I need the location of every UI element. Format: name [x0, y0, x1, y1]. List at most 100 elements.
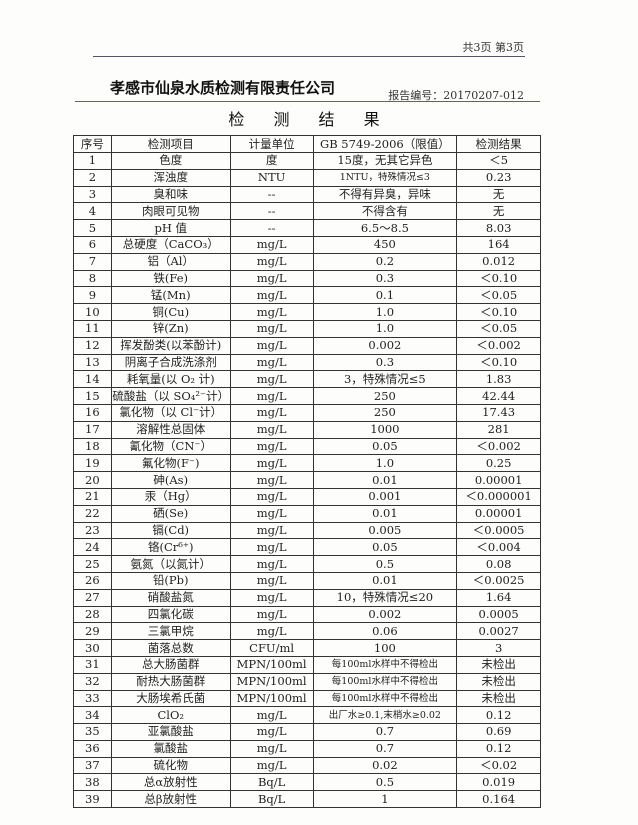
cell-limit: 不得含有 [312, 202, 458, 221]
cell-unit: NTU [229, 168, 314, 187]
cell-item: 锌(Zn) [110, 319, 231, 338]
cell-unit: mg/L [229, 571, 314, 590]
cell-limit: 1NTU，特殊情况≤3 [312, 168, 458, 187]
column-header-seq: 序号 [73, 135, 112, 153]
table-row: 15 硫酸盐（以 SO₄²⁻计） mg/L 250 42.44 [73, 387, 541, 405]
cell-unit: CFU/ml [229, 639, 314, 657]
cell-item: 阴离子合成洗涤剂 [110, 353, 231, 372]
cell-unit: mg/L [229, 471, 314, 489]
cell-item: 铬(Cr⁶⁺) [110, 538, 231, 557]
cell-seq: 12 [73, 336, 112, 355]
cell-result: 0.0027 [456, 622, 541, 641]
cell-item: 锰(Mn) [110, 286, 231, 305]
table-row: 13 阴离子合成洗涤剂 mg/L 0.3 ＜0.10 [73, 353, 541, 372]
cell-item: 汞（Hg） [110, 487, 231, 506]
cell-limit: 250 [312, 387, 458, 405]
cell-item: 硒(Se) [110, 504, 231, 523]
cell-result: 0.12 [456, 706, 541, 725]
cell-item: 砷(As) [110, 471, 231, 489]
cell-result: ＜0.002 [456, 437, 541, 456]
cell-item: 总大肠菌群 [110, 655, 231, 674]
cell-seq: 30 [73, 639, 112, 657]
cell-unit: mg/L [229, 387, 314, 405]
cell-item: 总β放射性 [110, 790, 231, 809]
cell-limit: 3，特殊情况≤5 [312, 370, 458, 389]
divider [93, 56, 525, 57]
company-name: 孝感市仙泉水质检测有限责任公司 [110, 79, 336, 97]
cell-limit: 每100ml水样中不得检出 [312, 655, 458, 674]
cell-item: 总硬度（CaCO₃） [110, 235, 231, 254]
cell-unit: mg/L [229, 235, 314, 254]
cell-seq: 5 [73, 219, 112, 237]
cell-seq: 32 [73, 672, 112, 691]
cell-limit: 0.001 [312, 487, 458, 506]
cell-result: 0.012 [456, 252, 541, 271]
cell-result: 无 [456, 202, 541, 221]
cell-unit: mg/L [229, 336, 314, 355]
cell-item: 肉眼可见物 [110, 202, 231, 221]
cell-item: 氰化物（CN⁻） [110, 437, 231, 456]
table-row: 11 锌(Zn) mg/L 1.0 ＜0.05 [73, 319, 541, 338]
cell-unit: mg/L [229, 286, 314, 305]
cell-unit: -- [229, 219, 314, 237]
cell-limit: 0.05 [312, 538, 458, 557]
table-row: 36 氯酸盐 mg/L 0.7 0.12 [73, 739, 541, 758]
cell-result: ＜0.10 [456, 353, 541, 372]
cell-limit: 0.5 [312, 773, 458, 792]
table-row: 39 总β放射性 Bq/L 1 0.164 [73, 790, 541, 809]
table-row: 21 汞（Hg） mg/L 0.001 ＜0.000001 [73, 487, 541, 506]
column-header-unit: 计量单位 [229, 135, 314, 153]
cell-item: 铝（Al） [110, 252, 231, 271]
cell-result: 0.164 [456, 790, 541, 809]
cell-item: 镉(Cd) [110, 521, 231, 540]
cell-limit: 0.01 [312, 504, 458, 523]
cell-unit: mg/L [229, 706, 314, 725]
cell-unit: mg/L [229, 739, 314, 758]
cell-unit: Bq/L [229, 773, 314, 792]
table-row: 34 ClO₂ mg/L 出厂水≥0.1,末梢水≥0.02 0.12 [73, 706, 541, 725]
cell-result: ＜0.000001 [456, 487, 541, 506]
cell-unit: Bq/L [229, 790, 314, 809]
cell-seq: 8 [73, 269, 112, 288]
cell-seq: 19 [73, 454, 112, 473]
cell-result: ＜0.10 [456, 269, 541, 288]
cell-unit: mg/L [229, 622, 314, 641]
cell-limit: 0.2 [312, 252, 458, 271]
cell-seq: 17 [73, 420, 112, 439]
cell-seq: 15 [73, 387, 112, 405]
table-row: 26 铅(Pb) mg/L 0.01 ＜0.0025 [73, 571, 541, 590]
cell-limit: 6.5～8.5 [312, 219, 458, 237]
cell-unit: mg/L [229, 555, 314, 573]
cell-result: 0.00001 [456, 471, 541, 489]
cell-seq: 9 [73, 286, 112, 305]
cell-limit: 每100ml水样中不得检出 [312, 672, 458, 691]
table-row: 29 三氯甲烷 mg/L 0.06 0.0027 [73, 622, 541, 641]
cell-item: 氟化物(F⁻) [110, 454, 231, 473]
cell-seq: 25 [73, 555, 112, 573]
cell-unit: mg/L [229, 504, 314, 523]
cell-unit: mg/L [229, 588, 314, 607]
table-row: 32 耐热大肠菌群 MPN/100ml 每100ml水样中不得检出 未检出 [73, 672, 541, 691]
cell-result: ＜5 [456, 152, 541, 170]
cell-unit: mg/L [229, 521, 314, 540]
cell-item: 浑浊度 [110, 168, 231, 187]
cell-limit: 0.002 [312, 336, 458, 355]
table-row: 2 浑浊度 NTU 1NTU，特殊情况≤3 0.23 [73, 168, 541, 187]
cell-result: ＜0.05 [456, 286, 541, 305]
cell-limit: 0.005 [312, 521, 458, 540]
cell-item: 总α放射性 [110, 773, 231, 792]
cell-seq: 37 [73, 756, 112, 775]
cell-item: 氨氮（以氮计） [110, 555, 231, 573]
cell-seq: 4 [73, 202, 112, 221]
table-row: 24 铬(Cr⁶⁺) mg/L 0.05 ＜0.004 [73, 538, 541, 557]
cell-result: 42.44 [456, 387, 541, 405]
table-row: 16 氯化物（以 Cl⁻计） mg/L 250 17.43 [73, 403, 541, 422]
cell-seq: 24 [73, 538, 112, 557]
cell-limit: 0.7 [312, 723, 458, 741]
cell-item: 大肠埃希氏菌 [110, 689, 231, 708]
cell-limit: 0.02 [312, 756, 458, 775]
cell-seq: 3 [73, 185, 112, 204]
cell-unit: mg/L [229, 454, 314, 473]
cell-item: 铁(Fe) [110, 269, 231, 288]
cell-result: 281 [456, 420, 541, 439]
